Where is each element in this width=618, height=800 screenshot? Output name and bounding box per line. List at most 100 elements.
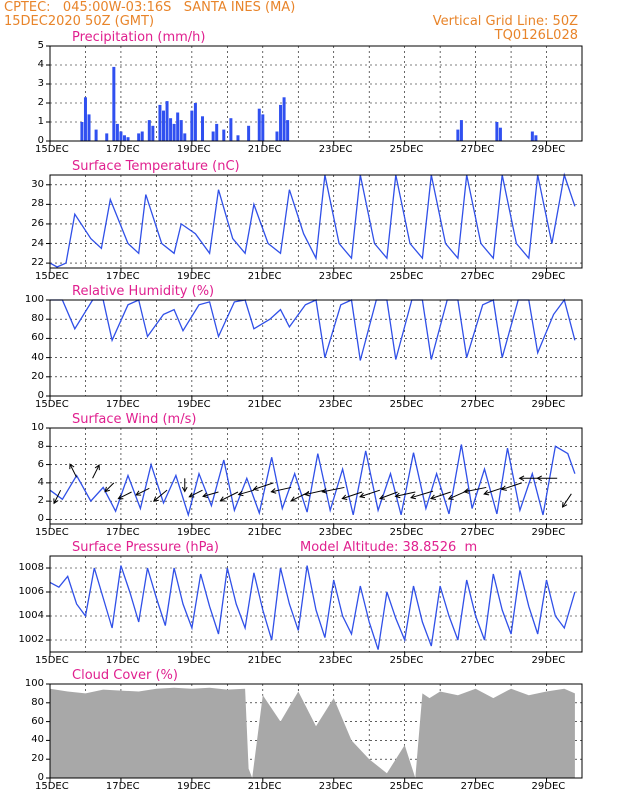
humidity-xtick-label: 15DEC	[35, 399, 69, 410]
pressure-xtick-label: 19DEC	[176, 655, 211, 666]
wind-arrow-shaft	[253, 482, 274, 490]
humidity-title: Relative Humidity (%)	[72, 284, 215, 299]
cloud-cover-ytick-label: 40	[31, 734, 44, 746]
humidity-xtick-label: 27DEC	[460, 399, 495, 410]
precipitation-ytick-label: 2	[37, 97, 44, 108]
wind-arrow-shaft	[53, 489, 62, 504]
precipitation-xtick-label: 17DEC	[105, 144, 140, 155]
pressure-ytick-label: 1002	[18, 634, 44, 645]
precipitation-bar	[286, 120, 290, 141]
wind-arrow-head	[483, 490, 490, 496]
humidity-xtick-label: 29DEC	[531, 399, 566, 410]
cloud-cover-ytick-label: 0	[37, 772, 44, 783]
precipitation-bar	[247, 125, 251, 141]
wind-arrow-head	[219, 496, 226, 502]
temperature-xtick-label: 25DEC	[389, 271, 424, 282]
precipitation-bar	[126, 137, 130, 141]
wind-arrow-shaft	[342, 491, 363, 500]
wind-arrow-head	[394, 492, 401, 499]
precipitation-bar	[112, 66, 116, 141]
pressure-xtick-label: 17DEC	[105, 655, 140, 666]
pressure-xtick-label: 25DEC	[389, 655, 424, 666]
wind-arrow-head	[518, 475, 525, 482]
humidity-ytick-label: 80	[31, 313, 44, 325]
wind-xtick-label: 19DEC	[176, 527, 211, 538]
wind-arrow-shaft	[359, 489, 380, 498]
wind-arrow-head	[304, 490, 311, 497]
wind-arrow-head	[359, 492, 366, 499]
temperature-xtick-label: 23DEC	[318, 271, 353, 282]
precipitation-bar	[165, 101, 169, 141]
pressure-xtick-label: 27DEC	[460, 655, 495, 666]
wind-arrow-head	[94, 464, 100, 471]
temperature-ytick-label: 28	[31, 198, 44, 210]
wind-arrow-shaft	[322, 486, 345, 493]
wind-arrow-shaft	[430, 491, 451, 500]
cloud-cover-xtick-label: 19DEC	[176, 781, 211, 792]
cloud-cover-xtick-label: 27DEC	[460, 781, 495, 792]
wind-arrow-head	[202, 492, 209, 498]
header-line2: 15DEC2020 50Z (GMT)	[4, 14, 155, 29]
humidity-xtick-label: 21DEC	[247, 399, 282, 410]
wind-arrow-shaft	[69, 463, 78, 478]
wind-arrow-shaft	[118, 491, 132, 500]
wind-series-line	[49, 444, 576, 518]
wind-ytick-label: 6	[37, 458, 44, 470]
humidity-ytick-label: 0	[37, 390, 44, 401]
wind-xtick-label: 17DEC	[105, 527, 140, 538]
precipitation-bar	[179, 120, 183, 141]
precipitation-bar	[275, 131, 279, 141]
cloud-cover-title: Cloud Cover (%)	[72, 668, 178, 683]
precipitation-bar	[158, 104, 162, 141]
wind-ytick-label: 8	[37, 440, 44, 452]
header-vertical-grid: Vertical Grid Line: 50Z	[432, 14, 578, 29]
wind-arrow-head	[117, 494, 124, 500]
wind-arrow-head	[561, 502, 568, 508]
precipitation-ytick-label: 4	[37, 59, 44, 70]
cloud-cover-frame	[49, 683, 583, 779]
wind-arrow-head	[135, 490, 142, 496]
wind-arrow-head	[500, 485, 507, 491]
precipitation-frame	[49, 45, 583, 142]
wind-arrow-head	[410, 493, 417, 500]
wind-arrow-shaft	[153, 489, 168, 502]
wind-xtick-label: 15DEC	[35, 527, 69, 538]
wind-arrow-head	[463, 488, 470, 494]
wind-arrow-shaft	[562, 493, 572, 508]
wind-arrow-shaft	[484, 486, 505, 495]
precipitation-bar	[169, 118, 173, 141]
temperature-ytick-label: 30	[31, 178, 44, 190]
wind-arrow-head	[181, 486, 188, 493]
precipitation-bar	[257, 108, 261, 141]
pressure-frame	[49, 555, 583, 653]
precipitation-bar	[80, 122, 84, 141]
precipitation-bar	[115, 123, 119, 141]
humidity-xtick-label: 17DEC	[105, 399, 140, 410]
temperature-frame	[49, 174, 583, 269]
temperature-title: Surface Temperature (nC)	[72, 159, 240, 174]
humidity-xtick-label: 25DEC	[389, 399, 424, 410]
precipitation-xtick-label: 23DEC	[318, 144, 353, 155]
wind-arrow-head	[237, 490, 244, 497]
wind-xtick-label: 29DEC	[531, 527, 566, 538]
precipitation-bar	[94, 129, 98, 141]
precipitation-xtick-label: 19DEC	[176, 144, 211, 155]
precipitation-bar	[172, 123, 176, 141]
precipitation-bar	[105, 133, 109, 141]
pressure-xtick-label: 29DEC	[531, 655, 566, 666]
temperature-xtick-label: 21DEC	[247, 271, 282, 282]
wind-arrow-shaft	[304, 489, 325, 496]
humidity-ytick-label: 40	[31, 351, 44, 363]
precipitation-xtick-label: 25DEC	[389, 144, 424, 155]
precipitation-bar	[459, 120, 463, 141]
pressure-xtick-label: 23DEC	[318, 655, 353, 666]
cloud-cover-xtick-label: 29DEC	[531, 781, 566, 792]
precipitation-bar	[279, 104, 283, 141]
wind-arrow-head	[270, 488, 277, 494]
wind-arrow-head	[429, 494, 436, 500]
wind-arrow-head	[341, 494, 348, 500]
cloud-cover-area	[50, 687, 575, 778]
precipitation-bar	[534, 135, 538, 141]
wind-ytick-label: 2	[37, 495, 44, 507]
precipitation-bar	[211, 131, 215, 141]
